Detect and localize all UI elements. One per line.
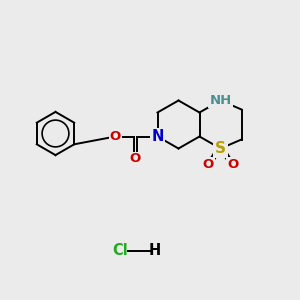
- Text: O: O: [129, 152, 141, 166]
- Text: N: N: [151, 129, 164, 144]
- Text: O: O: [110, 130, 121, 143]
- Text: O: O: [227, 158, 238, 171]
- Text: H: H: [148, 243, 160, 258]
- Text: S: S: [215, 141, 226, 156]
- Text: NH: NH: [209, 94, 232, 107]
- Text: Cl: Cl: [112, 243, 128, 258]
- Text: O: O: [203, 158, 214, 171]
